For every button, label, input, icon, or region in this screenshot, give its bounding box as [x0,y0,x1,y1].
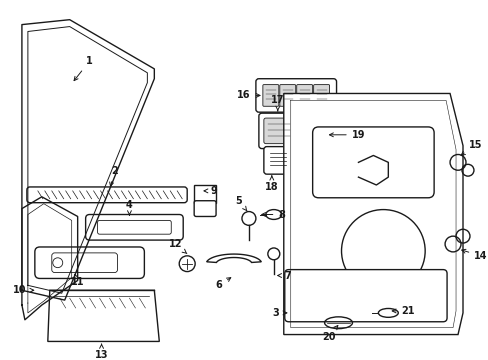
Text: 20: 20 [321,325,337,342]
FancyBboxPatch shape [284,270,446,322]
FancyBboxPatch shape [194,201,216,216]
Polygon shape [283,94,462,334]
Text: 6: 6 [215,278,230,291]
FancyBboxPatch shape [194,185,216,203]
FancyBboxPatch shape [312,127,433,198]
FancyBboxPatch shape [279,85,295,106]
Text: 11: 11 [71,274,84,287]
Polygon shape [48,290,159,341]
Text: 21: 21 [391,306,414,316]
Text: 13: 13 [95,344,108,360]
FancyBboxPatch shape [264,147,291,174]
Text: 15: 15 [460,140,482,155]
Text: 5: 5 [235,196,246,211]
FancyBboxPatch shape [304,118,330,152]
FancyBboxPatch shape [85,215,183,240]
Text: 3: 3 [272,308,286,318]
Text: 2: 2 [109,166,118,186]
Text: 1: 1 [74,56,93,81]
Text: 17: 17 [270,95,284,111]
FancyBboxPatch shape [330,123,342,137]
FancyBboxPatch shape [98,220,171,234]
Text: 19: 19 [329,130,365,140]
Text: 16: 16 [237,90,260,100]
FancyBboxPatch shape [300,113,348,157]
Text: 9: 9 [203,186,217,196]
FancyBboxPatch shape [296,85,312,106]
FancyBboxPatch shape [255,79,336,112]
Text: 10: 10 [13,285,34,295]
FancyBboxPatch shape [27,187,187,203]
Text: 18: 18 [264,176,278,192]
FancyBboxPatch shape [313,85,329,106]
Polygon shape [206,254,261,262]
FancyBboxPatch shape [264,118,291,144]
Text: 12: 12 [168,239,186,253]
FancyBboxPatch shape [35,247,144,279]
FancyBboxPatch shape [258,113,296,149]
Text: 14: 14 [461,249,487,261]
FancyBboxPatch shape [263,85,278,106]
Text: 7: 7 [277,270,290,280]
Text: 4: 4 [126,200,133,215]
FancyBboxPatch shape [52,253,117,273]
Text: 8: 8 [261,210,285,220]
